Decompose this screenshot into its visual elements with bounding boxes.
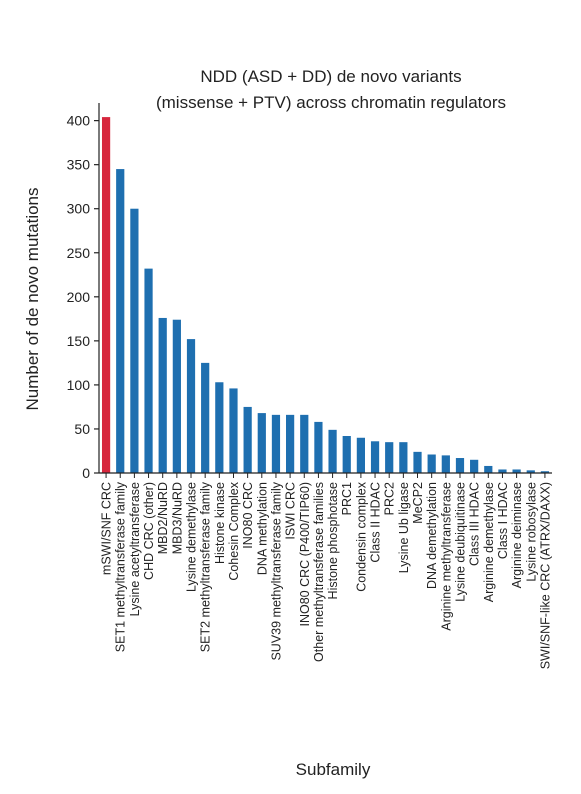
x-tick-label: DNA demethylation <box>425 482 439 589</box>
y-tick-label: 0 <box>82 465 90 481</box>
y-axis: 0 50 100 150 200 250 300 350 400 <box>67 103 100 481</box>
y-tick-label: 200 <box>67 289 91 305</box>
bar <box>286 414 295 473</box>
y-tick-label: 100 <box>67 377 91 393</box>
bar <box>356 437 365 473</box>
bar <box>441 455 450 473</box>
x-tick-label: Lysine Ub ligase <box>397 482 411 573</box>
bar <box>540 471 550 473</box>
bar <box>271 414 281 473</box>
x-tick-label: SET1 methyltransferase family <box>114 481 128 652</box>
bar <box>484 465 493 473</box>
bar <box>300 414 309 473</box>
bar <box>130 208 139 473</box>
y-tick-label: 150 <box>67 333 91 349</box>
bar <box>455 458 465 473</box>
y-tick-label: 250 <box>67 245 91 261</box>
bar <box>257 413 266 473</box>
bar <box>370 441 380 473</box>
bars <box>101 117 550 474</box>
bar <box>385 442 394 473</box>
bar <box>526 470 535 473</box>
bar <box>172 319 181 473</box>
x-tick-label: SUV39 methyltransferase family <box>269 481 283 660</box>
x-tick-label: Condensin complex <box>354 481 368 592</box>
x-tick-label: DNA methylation <box>255 482 269 575</box>
x-tick-label: Lysine robosylase <box>524 482 538 582</box>
x-tick-label: MeCP2 <box>411 482 425 524</box>
chart-title-line-2: (missense + PTV) across chromatin regula… <box>156 93 506 112</box>
x-tick-label: Class II HDAC <box>369 482 383 563</box>
bar <box>101 117 111 473</box>
y-axis-title: Number of de novo mutations <box>23 187 42 410</box>
bar <box>243 406 252 473</box>
y-tick-label: 300 <box>67 201 91 217</box>
bar <box>186 339 196 473</box>
chart-title: NDD (ASD + DD) de novo variants (missens… <box>156 67 506 112</box>
y-tick-label: 50 <box>74 421 90 437</box>
x-tick-label: mSWI/SNF CRC <box>100 482 114 575</box>
bar <box>413 451 422 473</box>
x-tick-label: MBD3/NuRD <box>170 482 184 554</box>
x-tick-label: ISWI CRC <box>284 482 298 540</box>
bar <box>144 268 153 473</box>
x-tick-label: Arginine deiminase <box>510 482 524 588</box>
bar <box>399 442 408 473</box>
bar <box>229 388 238 473</box>
x-tick-label: Class III HDAC <box>468 482 482 566</box>
x-tick-label: INO80 CRC (P400/TIP60) <box>298 482 312 627</box>
bar <box>470 459 479 473</box>
x-tick-label: Cohesin Complex <box>227 481 241 580</box>
x-tick-label: Lysine deubiquitinase <box>453 482 467 602</box>
x-tick-label: INO80 CRC <box>241 482 255 549</box>
bar <box>498 469 507 473</box>
x-axis-title: Subfamily <box>296 760 371 779</box>
x-tick-label: Lysine acetyltransferase <box>128 482 142 616</box>
bar <box>158 317 167 473</box>
bar <box>215 382 224 473</box>
bar <box>427 454 436 473</box>
x-tick-label: Arginine demethylase <box>482 482 496 602</box>
bar <box>342 436 351 473</box>
x-tick-label: Class I HDAC <box>496 482 510 559</box>
x-tick-label: SET2 methyltransferase family <box>199 481 213 652</box>
x-tick-label: Other methyltransferase families <box>312 482 326 662</box>
x-tick-label: SWI/SNF-like CRC (ATRX/DAXX) <box>538 482 552 669</box>
bar <box>512 469 521 473</box>
x-axis: mSWI/SNF CRC SET1 methyltransferase famil… <box>99 472 552 669</box>
x-tick-label: Histone phosphotase <box>326 482 340 599</box>
bar <box>328 429 337 473</box>
x-tick-label: PRC2 <box>383 482 397 515</box>
x-tick-label: MBD2/NuRD <box>156 482 170 554</box>
bar <box>314 421 323 473</box>
bar <box>201 362 210 473</box>
chart-title-line-1: NDD (ASD + DD) de novo variants <box>200 67 461 86</box>
y-tick-label: 400 <box>67 113 91 129</box>
x-tick-label: PRC1 <box>340 482 354 515</box>
bar <box>116 169 125 474</box>
x-tick-label: Histone kinase <box>213 482 227 564</box>
x-tick-label: Arginine methyltransferase <box>439 482 453 631</box>
x-tick-label: CHD CRC (other) <box>142 482 156 580</box>
y-tick-label: 350 <box>67 157 91 173</box>
x-tick-label: Lysine demethylase <box>185 482 199 592</box>
